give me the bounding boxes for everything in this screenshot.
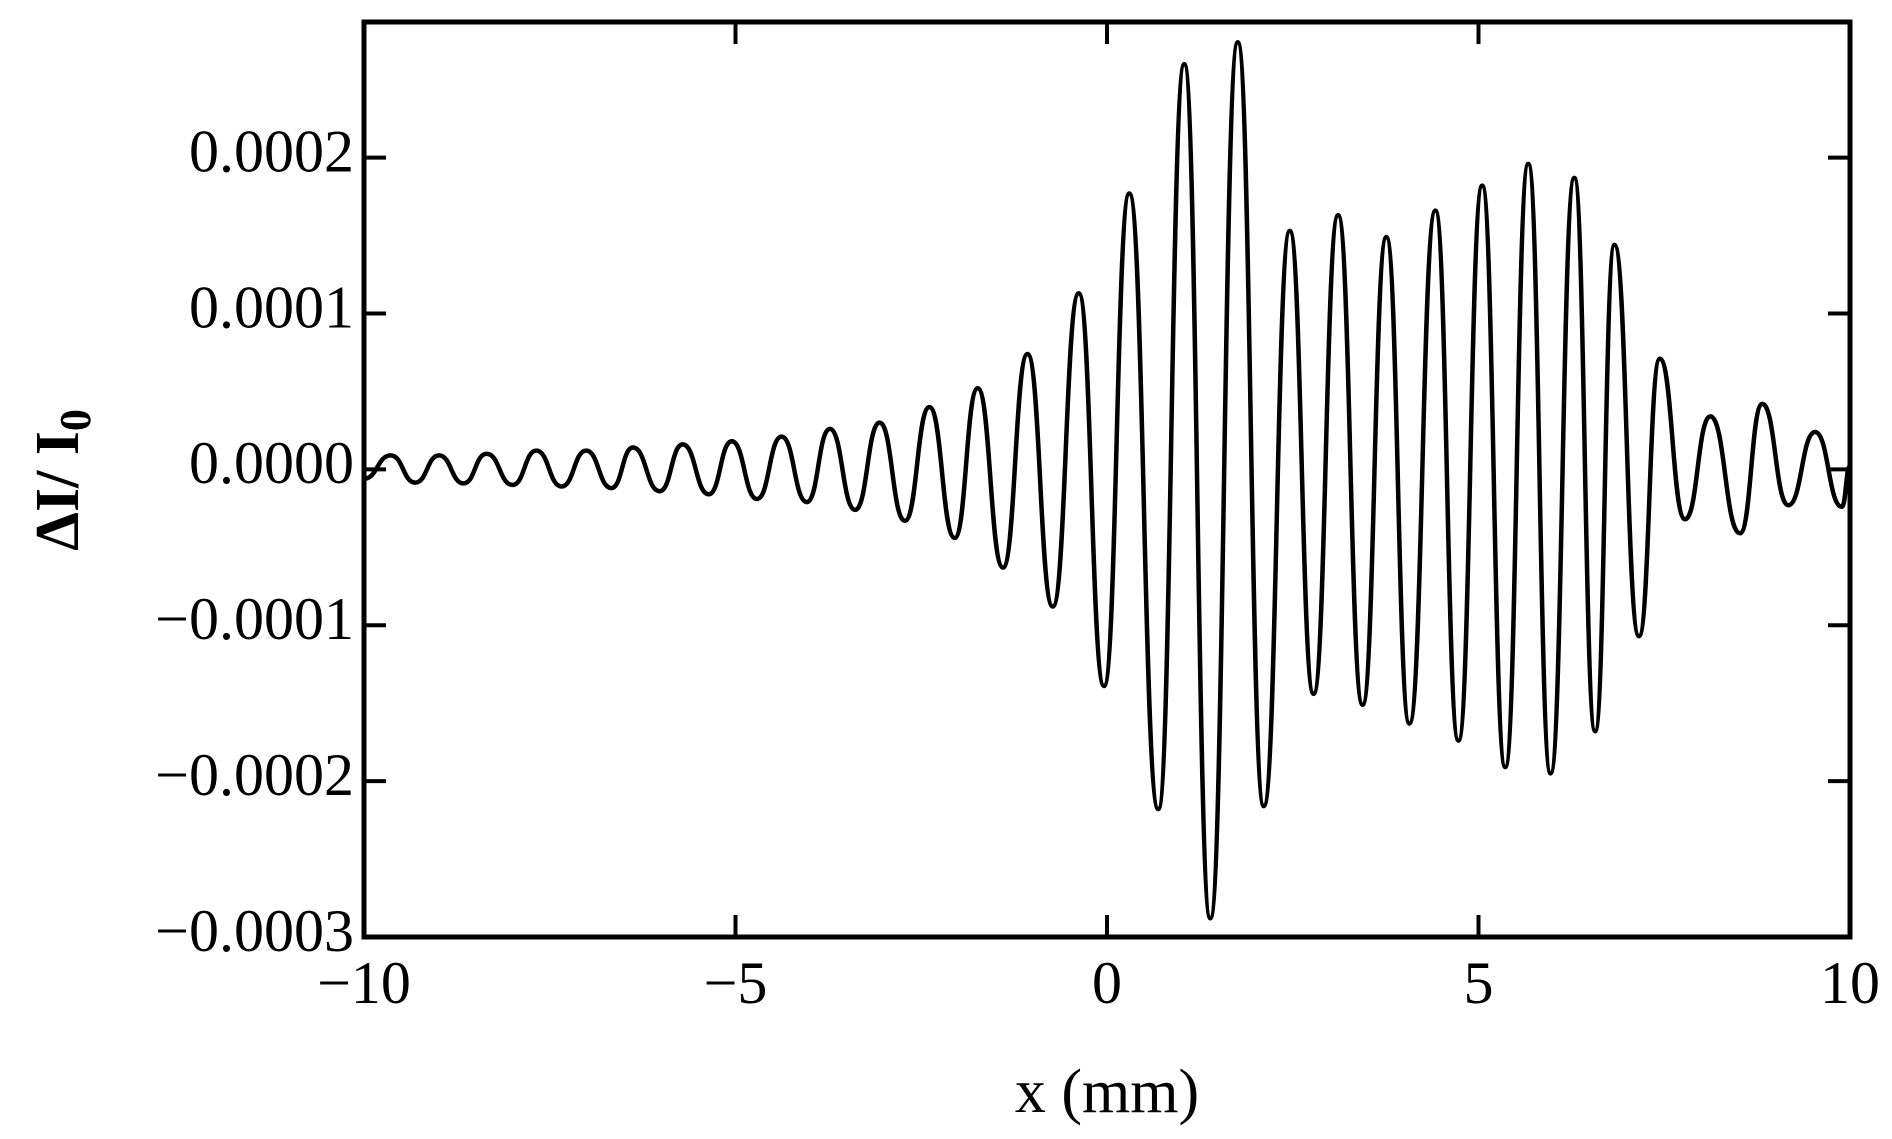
- y-tick-label: −0.0001: [155, 586, 354, 652]
- y-axis-label: ΔI/ I0: [24, 409, 100, 551]
- y-tick-label: −0.0003: [155, 898, 354, 964]
- plot-frame: [361, 19, 1853, 940]
- y-axis-label-main: ΔI/ I: [24, 431, 92, 551]
- x-tick-label: −5: [704, 950, 768, 1016]
- x-axis-label: x (mm): [1015, 1058, 1199, 1126]
- y-tick-label: 0.0002: [189, 118, 354, 184]
- x-tick-label: −10: [317, 950, 411, 1016]
- x-tick-label: 0: [1092, 950, 1122, 1016]
- data-line: [364, 40, 1850, 921]
- plot-area: [364, 40, 1850, 921]
- y-tick-label: −0.0002: [155, 742, 354, 808]
- x-tick-label: 5: [1464, 950, 1494, 1016]
- y-axis-label-sub: 0: [51, 409, 100, 431]
- y-tick-label: 0.0001: [189, 274, 354, 340]
- y-tick-label: 0.0000: [189, 430, 354, 496]
- x-tick-label: 10: [1820, 950, 1880, 1016]
